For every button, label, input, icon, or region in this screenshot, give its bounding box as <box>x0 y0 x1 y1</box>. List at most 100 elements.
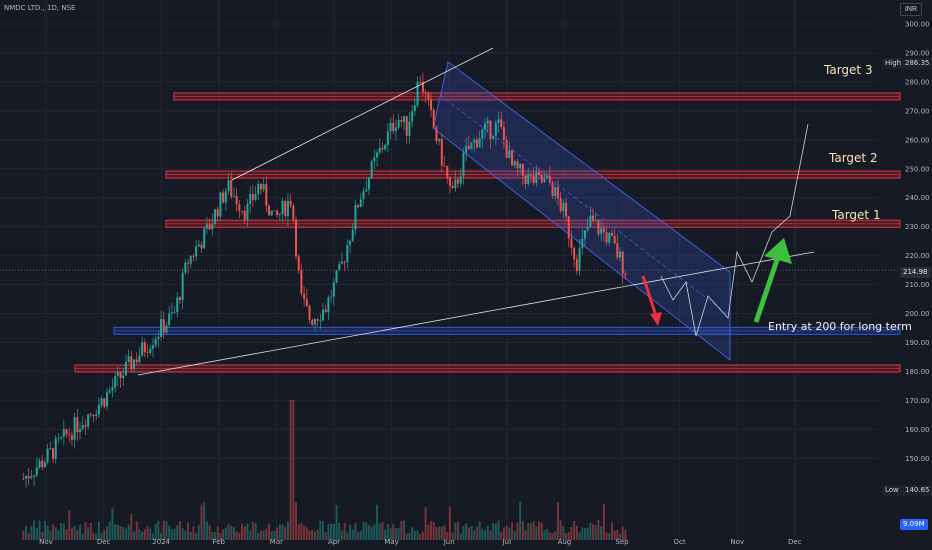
candle-body <box>259 183 262 190</box>
candle-body <box>529 174 532 176</box>
volume-bar <box>427 524 430 540</box>
channel-area <box>432 61 731 362</box>
candle-body <box>562 202 565 212</box>
candle-body <box>556 186 559 199</box>
price-tick-label: 150.00 <box>905 455 930 463</box>
candle-body <box>416 81 419 106</box>
currency-badge[interactable]: INR <box>900 3 922 16</box>
time-tick-label: Nov <box>730 538 744 546</box>
candle-body <box>389 122 392 132</box>
candle-body <box>589 215 592 227</box>
volume-bar <box>216 526 219 540</box>
volume-bar <box>151 533 154 540</box>
candle-body <box>81 424 84 430</box>
volume-bar <box>349 524 352 540</box>
volume-bar <box>621 526 624 540</box>
candle-body <box>516 161 519 169</box>
candle-body <box>211 223 214 230</box>
candle-body <box>241 210 244 212</box>
volume-bar <box>570 527 573 540</box>
candle-body <box>224 191 227 203</box>
candle-body <box>592 215 595 221</box>
candle-body <box>130 356 133 370</box>
volume-bar <box>424 507 427 540</box>
volume-bar <box>397 527 400 540</box>
candle-body <box>146 352 149 354</box>
candle-body <box>246 203 249 220</box>
candle-body <box>578 248 581 271</box>
time-tick-label: Oct <box>674 538 686 546</box>
candle-body <box>473 139 476 143</box>
candle-body <box>230 179 233 197</box>
candle-body <box>616 243 619 258</box>
volume-bar <box>300 522 303 540</box>
candle-body <box>268 205 271 216</box>
volume-bar <box>84 522 87 540</box>
volume-bar <box>124 528 127 540</box>
volume-bar <box>92 532 95 540</box>
candle-body <box>440 138 443 166</box>
volume-bar <box>165 521 168 540</box>
volume-bar <box>532 521 535 540</box>
candle-body <box>610 233 613 237</box>
candle-body <box>281 200 284 214</box>
volume-bar <box>106 526 109 540</box>
volume-bar <box>551 533 554 540</box>
candle-body <box>427 92 430 99</box>
volume-bar <box>362 521 365 540</box>
volume-bar <box>527 523 530 540</box>
candle-body <box>505 139 508 159</box>
volume-bar <box>446 532 449 540</box>
up-arrow-shaft <box>753 256 781 323</box>
volume-bar <box>465 523 468 540</box>
candle-body <box>76 417 79 433</box>
price-tick-label: 180.00 <box>905 368 930 376</box>
volume-bar <box>313 531 316 540</box>
volume-bar <box>338 522 341 540</box>
time-axis: Nov Dec 2024 Feb Mar Apr May Jun Jul Aug Sep Oct Nov… <box>39 538 802 546</box>
volume-bar <box>103 529 106 540</box>
candle-body <box>370 161 373 178</box>
candle-body <box>25 475 28 479</box>
volume-bar <box>443 525 446 540</box>
candle-body <box>232 196 235 197</box>
volume-bar <box>540 522 543 540</box>
candle-body <box>205 224 208 229</box>
candle-body <box>432 109 435 128</box>
volume-bar <box>392 524 395 540</box>
volume-bar <box>79 524 82 540</box>
price-levels <box>0 92 901 373</box>
volume-bar <box>303 525 306 540</box>
volume-bar <box>435 526 438 540</box>
volume-bar <box>519 501 522 540</box>
candle-body <box>173 311 176 313</box>
candle-body <box>335 270 338 283</box>
volume-bar <box>68 510 71 540</box>
volume-bar <box>322 521 325 540</box>
volume-bar <box>378 523 381 540</box>
candle-body <box>176 297 179 312</box>
volume-bar <box>613 530 616 540</box>
volume-bar <box>249 530 252 540</box>
candle-body <box>57 437 60 439</box>
volume-bar <box>205 521 208 540</box>
candle-body <box>181 272 184 301</box>
volume-bar <box>624 529 627 540</box>
volume-bar <box>408 532 411 540</box>
volume-bar <box>578 532 581 540</box>
volume-bar <box>316 529 319 540</box>
candle-body <box>30 476 33 479</box>
candle-body <box>324 309 327 313</box>
volume-bar <box>319 520 322 540</box>
volume-bar <box>311 530 314 540</box>
volume-bar <box>511 522 514 540</box>
volume-bar <box>238 533 241 540</box>
volume-bar <box>65 528 68 540</box>
volume-bar <box>502 527 505 540</box>
candle-body <box>465 145 468 153</box>
volume-bar <box>346 532 349 540</box>
candle-body <box>200 244 203 249</box>
price-tick-label: 250.00 <box>905 165 930 173</box>
candle-body <box>413 105 416 112</box>
